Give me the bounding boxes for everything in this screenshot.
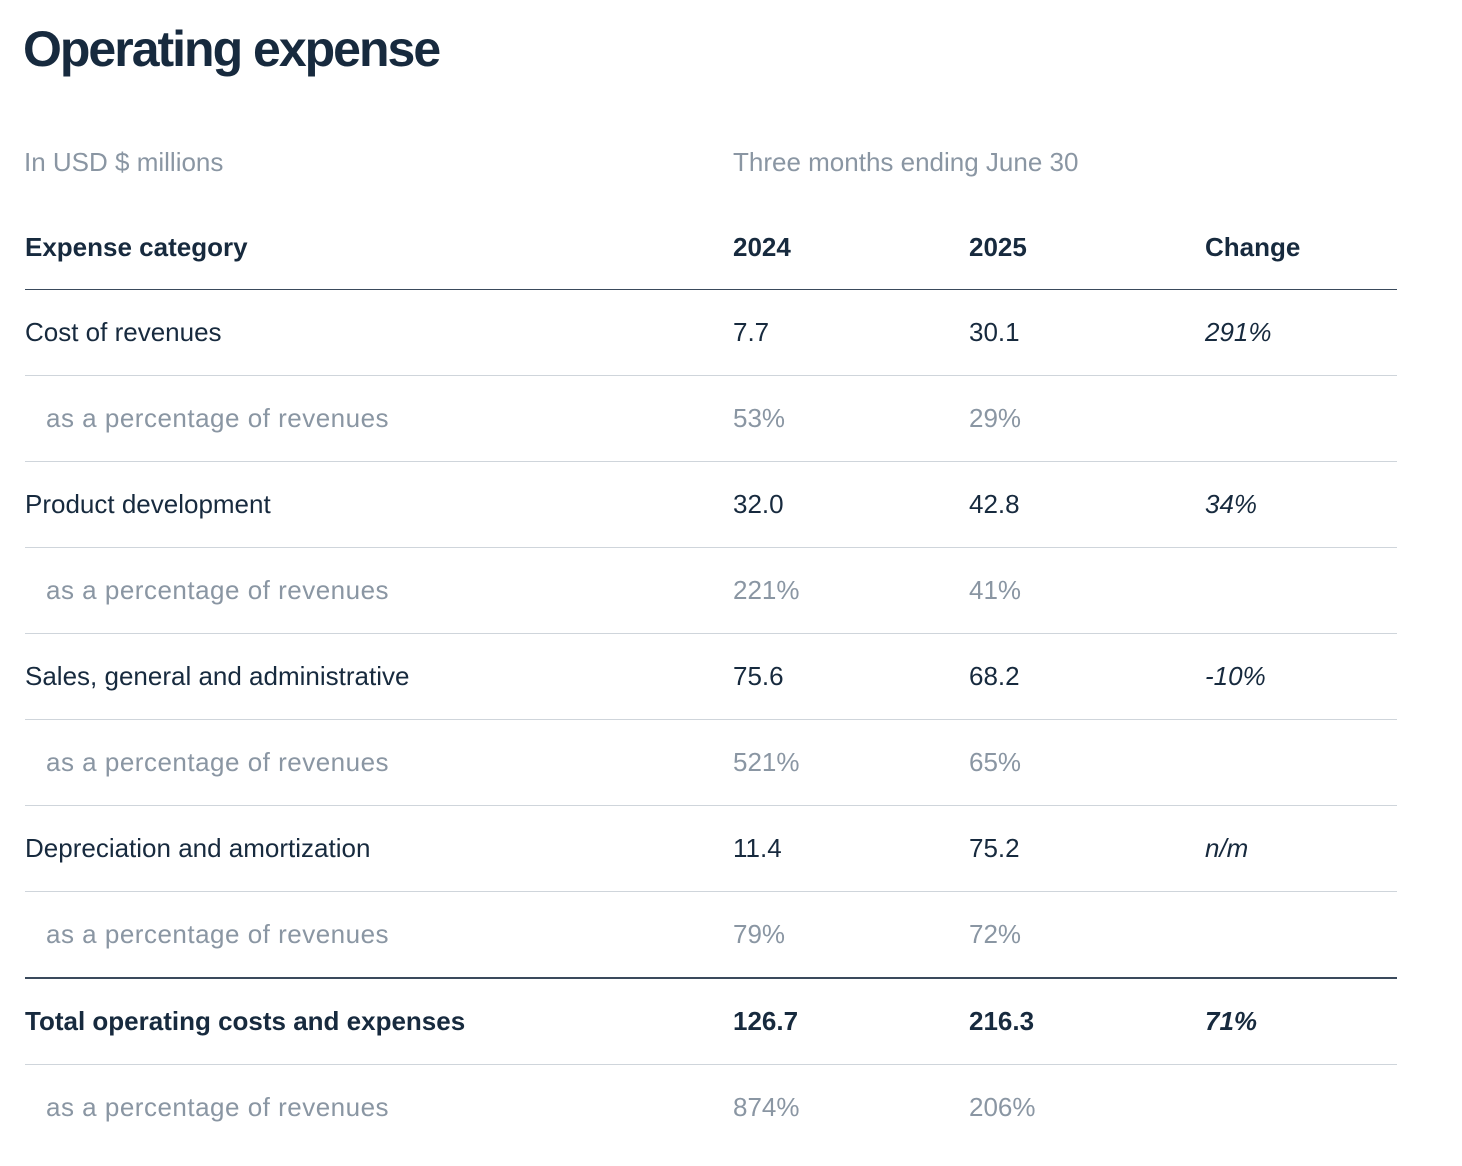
- period-note: Three months ending June 30: [733, 147, 1079, 177]
- value-2024: 874%: [733, 1092, 800, 1122]
- table-row: as a percentage of revenues 79% 72%: [25, 892, 1397, 979]
- operating-expense-table: Expense category 2024 2025 Change Cost o…: [25, 205, 1397, 1150]
- value-2025: 65%: [969, 747, 1022, 777]
- value-change: -10%: [1205, 661, 1266, 691]
- header-expense-category: Expense category: [25, 231, 248, 262]
- row-label: as a percentage of revenues: [46, 403, 390, 433]
- table-row: as a percentage of revenues 221% 41%: [25, 548, 1397, 634]
- value-2025: 206%: [969, 1092, 1036, 1122]
- table-header-row: Expense category 2024 2025 Change: [25, 205, 1397, 290]
- row-label: Cost of revenues: [25, 317, 222, 347]
- value-2025: 29%: [969, 403, 1022, 433]
- total-row: Total operating costs and expenses 126.7…: [25, 979, 1397, 1065]
- value-2025: 42.8: [969, 489, 1020, 519]
- row-label: as a percentage of revenues: [46, 919, 390, 949]
- value-2024: 126.7: [733, 1006, 799, 1036]
- value-2025: 216.3: [969, 1006, 1035, 1036]
- value-change: 34%: [1205, 489, 1258, 519]
- value-2025: 68.2: [969, 661, 1020, 691]
- value-2025: 41%: [969, 575, 1022, 605]
- page-title: Operating expense: [23, 21, 441, 77]
- value-2024: 79%: [733, 919, 786, 949]
- value-change: 291%: [1205, 317, 1272, 347]
- unit-note: In USD $ millions: [24, 147, 224, 177]
- value-2024: 75.6: [733, 661, 784, 691]
- value-2024: 7.7: [733, 317, 770, 347]
- table-row: as a percentage of revenues 874% 206%: [25, 1065, 1397, 1150]
- table-row: Sales, general and administrative 75.6 6…: [25, 634, 1397, 720]
- header-2024: 2024: [733, 231, 791, 262]
- row-label: Product development: [25, 489, 271, 519]
- row-label: Depreciation and amortization: [25, 833, 371, 863]
- row-label: Sales, general and administrative: [25, 661, 410, 691]
- value-2024: 53%: [733, 403, 786, 433]
- value-change: 71%: [1205, 1006, 1258, 1036]
- value-2025: 30.1: [969, 317, 1020, 347]
- row-label: as a percentage of revenues: [46, 575, 390, 605]
- value-change: n/m: [1205, 833, 1249, 863]
- value-2024: 221%: [733, 575, 800, 605]
- header-2025: 2025: [969, 231, 1027, 262]
- table-row: as a percentage of revenues 53% 29%: [25, 376, 1397, 462]
- value-2025: 75.2: [969, 833, 1020, 863]
- table-row: Cost of revenues 7.7 30.1 291%: [25, 290, 1397, 376]
- table-row: as a percentage of revenues 521% 65%: [25, 720, 1397, 806]
- value-2025: 72%: [969, 919, 1022, 949]
- value-2024: 32.0: [733, 489, 784, 519]
- table-row: Depreciation and amortization 11.4 75.2 …: [25, 806, 1397, 892]
- header-change: Change: [1205, 231, 1301, 262]
- value-2024: 521%: [733, 747, 800, 777]
- row-label: as a percentage of revenues: [46, 747, 390, 777]
- value-2024: 11.4: [733, 833, 782, 863]
- table-row: Product development 32.0 42.8 34%: [25, 462, 1397, 548]
- row-label: Total operating costs and expenses: [25, 1006, 466, 1036]
- row-label: as a percentage of revenues: [46, 1092, 390, 1122]
